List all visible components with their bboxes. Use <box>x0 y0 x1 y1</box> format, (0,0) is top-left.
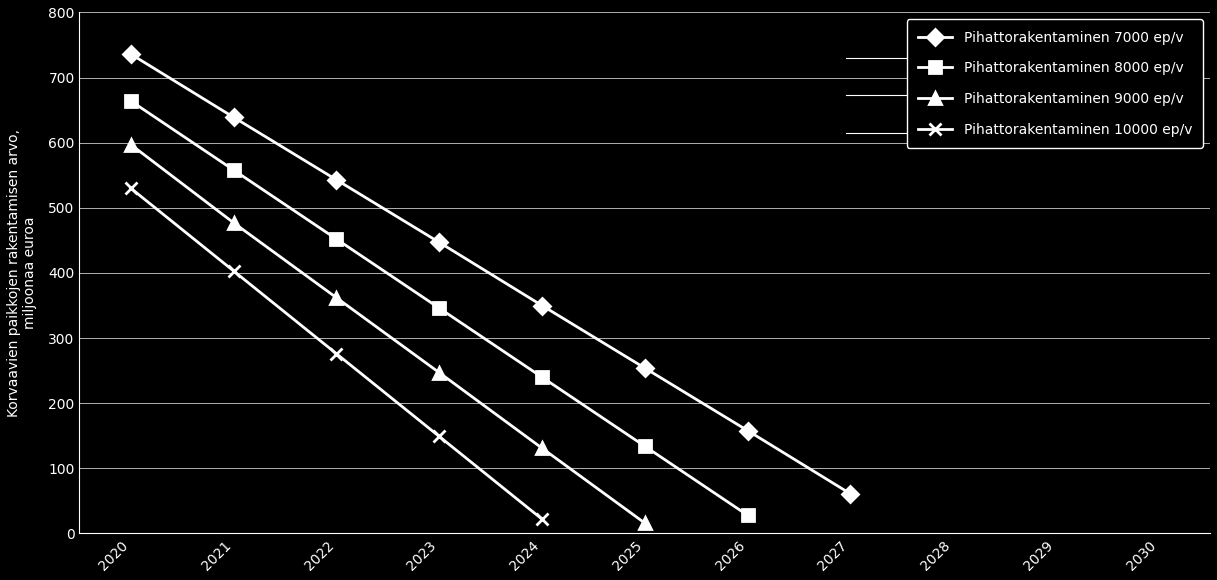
Pihattorakentaminen 9000 ep/v <box>432 369 447 376</box>
Pihattorakentaminen 7000 ep/v <box>843 490 858 497</box>
Legend: Pihattorakentaminen 7000 ep/v, Pihattorakentaminen 8000 ep/v, Pihattorakentamine: Pihattorakentaminen 7000 ep/v, Pihattora… <box>907 19 1204 148</box>
Pihattorakentaminen 8000 ep/v <box>638 443 652 450</box>
Pihattorakentaminen 7000 ep/v <box>534 302 549 309</box>
Pihattorakentaminen 9000 ep/v <box>534 445 549 452</box>
Pihattorakentaminen 10000 ep/v <box>124 185 139 192</box>
Pihattorakentaminen 8000 ep/v <box>124 97 139 104</box>
Pihattorakentaminen 7000 ep/v <box>740 427 755 434</box>
Pihattorakentaminen 8000 ep/v <box>740 512 755 519</box>
Pihattorakentaminen 7000 ep/v <box>226 114 241 121</box>
Line: Pihattorakentaminen 10000 ep/v: Pihattorakentaminen 10000 ep/v <box>125 183 548 525</box>
Pihattorakentaminen 7000 ep/v <box>638 365 652 372</box>
Y-axis label: Korvaavien paikkojen rakentamisen arvo,
miljoonaa euroa: Korvaavien paikkojen rakentamisen arvo, … <box>7 129 38 417</box>
Pihattorakentaminen 8000 ep/v <box>534 374 549 380</box>
Pihattorakentaminen 9000 ep/v <box>329 294 343 301</box>
Pihattorakentaminen 7000 ep/v <box>124 50 139 57</box>
Pihattorakentaminen 7000 ep/v <box>432 239 447 246</box>
Pihattorakentaminen 9000 ep/v <box>638 520 652 527</box>
Pihattorakentaminen 10000 ep/v <box>329 350 343 357</box>
Line: Pihattorakentaminen 9000 ep/v: Pihattorakentaminen 9000 ep/v <box>125 139 650 528</box>
Pihattorakentaminen 10000 ep/v <box>226 267 241 274</box>
Pihattorakentaminen 10000 ep/v <box>534 516 549 523</box>
Line: Pihattorakentaminen 8000 ep/v: Pihattorakentaminen 8000 ep/v <box>125 96 753 521</box>
Pihattorakentaminen 10000 ep/v <box>432 433 447 440</box>
Pihattorakentaminen 9000 ep/v <box>124 141 139 148</box>
Pihattorakentaminen 9000 ep/v <box>226 219 241 226</box>
Pihattorakentaminen 8000 ep/v <box>432 304 447 311</box>
Pihattorakentaminen 7000 ep/v <box>329 176 343 183</box>
Pihattorakentaminen 8000 ep/v <box>226 166 241 173</box>
Line: Pihattorakentaminen 7000 ep/v: Pihattorakentaminen 7000 ep/v <box>125 49 856 499</box>
Pihattorakentaminen 8000 ep/v <box>329 235 343 242</box>
